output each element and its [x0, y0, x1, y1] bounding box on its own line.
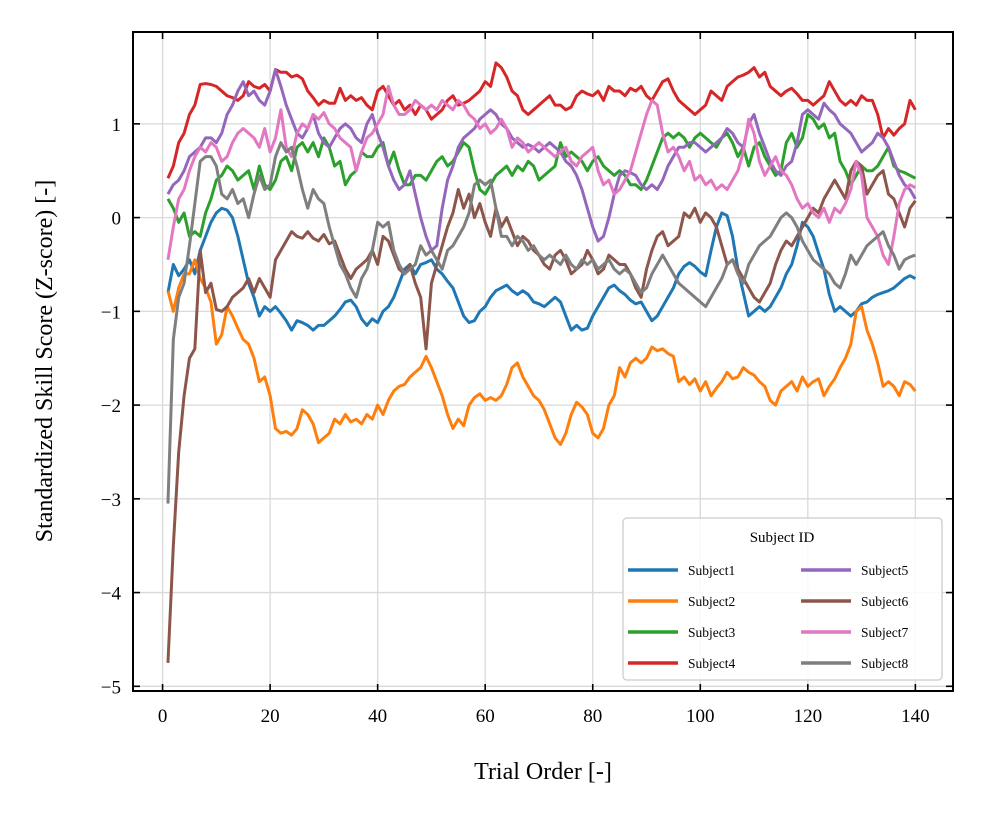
series-line-subject5 [166, 68, 917, 252]
legend-title: Subject ID [750, 530, 815, 546]
legend-label-subject2: Subject2 [688, 594, 735, 609]
y-axis-title: Standardized Skill Score (Z-score) [-] [32, 180, 58, 543]
x-tick-label: 100 [686, 706, 715, 727]
legend-label-subject6: Subject6 [861, 594, 908, 609]
legend-label-subject8: Subject8 [861, 656, 908, 671]
series-line-subject3 [166, 112, 917, 238]
x-tick-label: 0 [158, 706, 168, 727]
y-tick-label: 0 [112, 209, 122, 230]
axis-ticks [133, 32, 953, 691]
y-tick-label: −4 [101, 584, 122, 605]
series-line-subject2 [166, 258, 917, 446]
y-tick-label: 1 [112, 115, 122, 136]
y-tick-label: −2 [101, 396, 121, 417]
legend-label-subject1: Subject1 [688, 563, 735, 578]
legend-label-subject5: Subject5 [861, 563, 908, 578]
legend-box [622, 517, 943, 681]
series-lines [166, 61, 917, 663]
tick-labels: 0 20 40 60 80 100 120 140 −5 −4 −3 −2 −1 0 1 [101, 115, 930, 727]
legend-entries: Subject1 Subject2 Subject3 Subject4 Subject5… [628, 563, 908, 671]
y-tick-label: −1 [101, 302, 121, 323]
series-line-subject6 [166, 159, 917, 663]
series-line-subject4 [166, 61, 917, 179]
plot-frame [132, 31, 954, 692]
y-tick-label: −3 [101, 490, 121, 511]
x-tick-label: 40 [368, 706, 387, 727]
x-tick-label: 20 [261, 706, 280, 727]
legend: Subject ID Subject1Subject2Subject3Subje… [622, 517, 943, 681]
x-tick-label: 140 [901, 706, 930, 727]
y-tick-label: −5 [101, 677, 121, 698]
series-line-subject1 [166, 206, 917, 332]
x-tick-label: 120 [794, 706, 823, 727]
legend-label-subject7: Subject7 [861, 625, 908, 640]
legend-label-subject3: Subject3 [688, 625, 735, 640]
x-tick-label: 60 [476, 706, 495, 727]
legend-label-subject4: Subject4 [688, 656, 735, 671]
x-tick-label: 80 [583, 706, 602, 727]
series-line-subject8 [166, 141, 916, 504]
x-axis-title: Trial Order [-] [474, 759, 612, 785]
